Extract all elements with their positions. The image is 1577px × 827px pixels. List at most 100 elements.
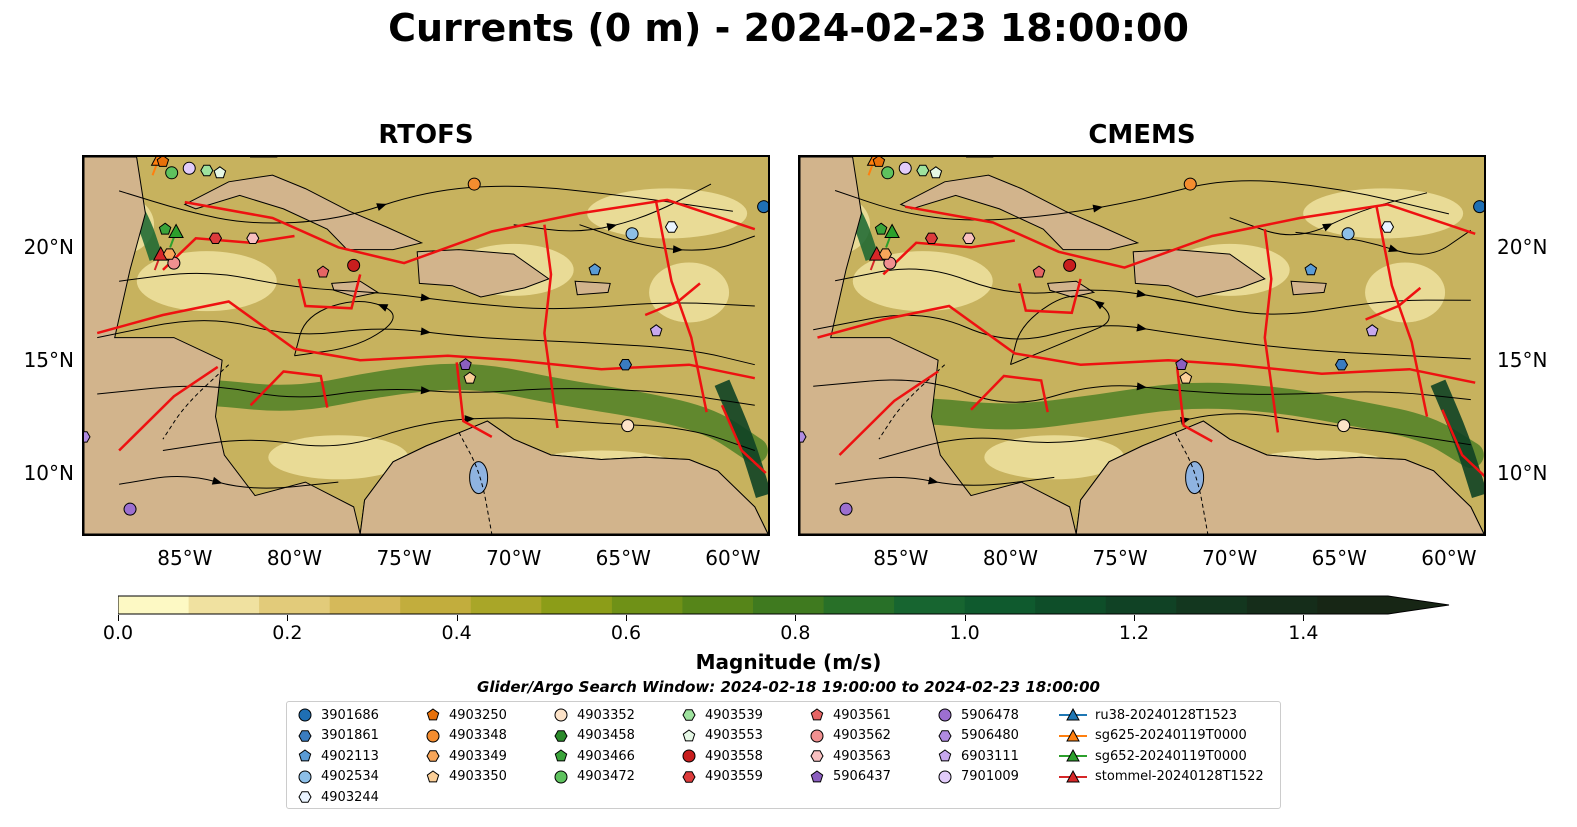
legend-marker-icon <box>810 708 824 721</box>
legend-marker <box>938 708 952 722</box>
figure-title: Currents (0 m) - 2024-02-23 18:00:00 <box>388 6 1189 50</box>
float-marker-5906478[interactable] <box>123 502 137 516</box>
red-contour-line <box>96 300 756 380</box>
float-marker-4902534[interactable] <box>1341 227 1355 241</box>
float-marker-4902113[interactable] <box>588 263 602 276</box>
float-marker-4903350[interactable] <box>463 371 477 384</box>
float-marker-3901686[interactable] <box>1473 200 1484 214</box>
streamline-arrow <box>1092 204 1104 213</box>
legend-item: 4903350 <box>425 767 507 787</box>
legend-item: 4903458 <box>553 726 635 746</box>
float-marker-4903348[interactable] <box>467 177 481 191</box>
red-contour-line <box>654 201 708 413</box>
colorbar-tick-mark <box>287 615 289 621</box>
legend-item: 4903349 <box>425 746 507 766</box>
float-marker-4903559[interactable] <box>924 232 939 244</box>
legend-marker-icon <box>426 769 440 782</box>
float-marker-4903472[interactable] <box>881 166 895 180</box>
lat-tick-label-right: 10°N <box>1497 461 1548 486</box>
lon-tick-label: 80°W <box>266 546 323 570</box>
lon-tick-label: 80°W <box>982 546 1039 570</box>
float-marker-4903561[interactable] <box>1032 265 1046 278</box>
float-marker-4903349[interactable] <box>162 248 177 260</box>
float-marker-4903539[interactable] <box>200 164 214 177</box>
red-contour-line <box>838 370 939 456</box>
lon-tick-label: 75°W <box>376 546 432 570</box>
red-contour-line <box>184 198 756 265</box>
lat-tick-label-left: 15°N <box>23 348 74 373</box>
float-marker-4902113[interactable] <box>1304 263 1318 276</box>
float-marker-4903350[interactable] <box>1179 371 1193 384</box>
float-marker-7901009[interactable] <box>898 161 912 175</box>
float-marker-3901861[interactable] <box>618 359 633 371</box>
float-marker-4903563[interactable] <box>962 232 976 244</box>
float-marker-6903111[interactable] <box>1365 324 1379 337</box>
land-polygon <box>800 157 1077 534</box>
streamline-arrow <box>672 245 684 254</box>
streamline <box>878 413 1471 460</box>
float-marker-4903244[interactable] <box>664 221 679 233</box>
land-polygon <box>1047 280 1096 298</box>
legend-marker <box>810 769 824 782</box>
float-marker-5906437[interactable] <box>1175 358 1188 370</box>
float-marker-4903244[interactable] <box>1380 221 1395 233</box>
float-marker-5906480[interactable] <box>800 431 807 443</box>
float-marker-3901861[interactable] <box>1334 359 1349 371</box>
float-marker-6903111[interactable] <box>649 324 663 337</box>
legend-label: 6903111 <box>961 748 1019 764</box>
land-polygon <box>416 249 550 298</box>
float-marker-4902534[interactable] <box>625 227 639 241</box>
legend-item: 4903348 <box>425 726 507 746</box>
float-marker-4903466[interactable] <box>874 222 888 235</box>
colorbar-extend-arrow <box>1388 596 1449 614</box>
legend-marker-icon <box>810 769 824 782</box>
legend-marker-icon <box>298 708 312 722</box>
legend-marker <box>682 770 696 783</box>
map-panel-rtofs[interactable] <box>82 155 770 536</box>
float-marker-7901009[interactable] <box>182 161 196 175</box>
float-marker-3901686[interactable] <box>757 200 768 214</box>
map-panel-cmems[interactable] <box>798 155 1486 536</box>
float-marker-4903352[interactable] <box>1337 419 1351 433</box>
colorbar-tick-mark <box>1134 615 1135 621</box>
glider-marker-sg652-20240119T0000[interactable] <box>884 223 900 238</box>
lat-tick-label-left: 10°N <box>23 461 74 486</box>
red-contour-line <box>1017 278 1082 315</box>
float-marker-4903553[interactable] <box>929 166 943 179</box>
float-marker-4903472[interactable] <box>165 166 179 180</box>
float-marker-4903349[interactable] <box>878 248 893 260</box>
legend-label: 4903562 <box>833 728 891 743</box>
red-contour-line <box>644 282 701 317</box>
legend-label: 4903558 <box>705 748 763 764</box>
float-marker-4903348[interactable] <box>1183 177 1197 191</box>
float-marker-4903561[interactable] <box>316 265 330 278</box>
glider-marker-sg652-20240119T0000[interactable] <box>168 223 184 238</box>
float-marker-4903466[interactable] <box>158 222 172 235</box>
float-marker-4903558[interactable] <box>347 258 361 272</box>
streamline <box>119 476 339 489</box>
float-marker-4903250[interactable] <box>156 157 170 167</box>
lat-tick-label-right: 20°N <box>1497 235 1548 260</box>
colorbar-segment <box>1105 596 1177 614</box>
float-marker-4903563[interactable] <box>246 232 260 244</box>
land-polygon <box>1290 280 1327 296</box>
float-marker-4903553[interactable] <box>213 166 227 179</box>
colorbar-label: Magnitude (m/s) <box>695 650 882 674</box>
float-marker-4903539[interactable] <box>916 164 930 177</box>
float-marker-4903558[interactable] <box>1063 258 1077 272</box>
float-marker-4903559[interactable] <box>208 232 223 244</box>
float-marker-5906437[interactable] <box>459 358 472 370</box>
streamline <box>118 185 733 224</box>
float-marker-5906478[interactable] <box>839 502 853 516</box>
colorbar-tick-label: 0.6 <box>610 622 642 644</box>
legend-marker-icon <box>682 728 696 741</box>
float-marker-4903250[interactable] <box>872 157 886 167</box>
float-marker-5906480[interactable] <box>84 431 91 443</box>
float-marker-4903352[interactable] <box>621 419 635 433</box>
legend-marker <box>426 750 440 762</box>
map-svg <box>800 157 1484 534</box>
colorbar-tick-label: 1.0 <box>949 622 980 644</box>
streamline-arrow <box>1094 300 1105 310</box>
streamline-arrow <box>1136 289 1147 298</box>
legend-marker-icon <box>298 791 312 803</box>
